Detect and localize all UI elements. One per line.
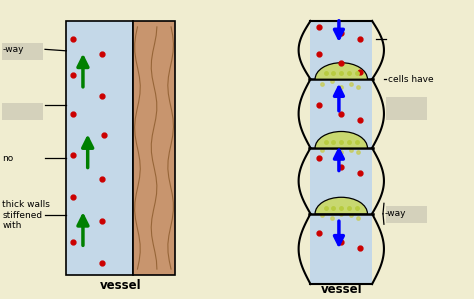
Bar [310, 21, 372, 284]
Text: no: no [2, 154, 14, 163]
Text: -way: -way [385, 209, 406, 218]
Text: vessel: vessel [100, 279, 142, 292]
Text: cells have: cells have [388, 75, 433, 84]
Wedge shape [315, 63, 367, 79]
Bar [2, 43, 43, 60]
Text: -way: -way [2, 45, 24, 54]
Wedge shape [315, 132, 367, 148]
Bar [386, 206, 427, 223]
Wedge shape [315, 197, 367, 214]
Text: thick walls
stiffened
with: thick walls stiffened with [2, 200, 50, 230]
Text: vessel: vessel [320, 283, 362, 296]
Bar [66, 21, 133, 275]
Bar [133, 21, 175, 275]
Bar [2, 103, 43, 120]
Bar [386, 97, 427, 120]
